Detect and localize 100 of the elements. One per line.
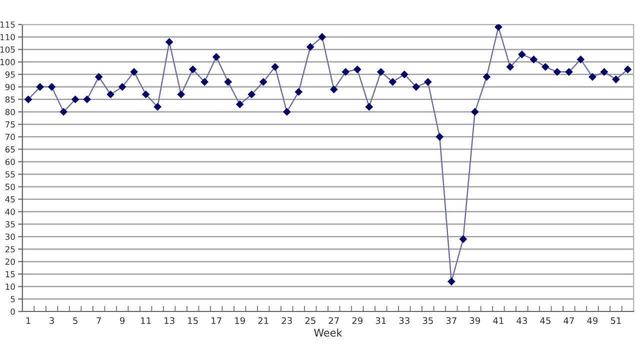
x-tick-label: 35: [422, 317, 433, 324]
x-tick-label: 47: [564, 317, 574, 324]
y-tick-label: 40: [5, 208, 15, 215]
point: [330, 86, 338, 94]
point: [565, 68, 573, 76]
x-tick-label: 13: [164, 317, 174, 324]
point: [36, 83, 44, 91]
point: [212, 53, 220, 61]
y-tick-label: 45: [5, 196, 15, 202]
point: [60, 108, 68, 116]
x-tick-label: 25: [305, 317, 316, 324]
point: [72, 96, 79, 104]
y-tick-label: 25: [5, 246, 15, 252]
y-tick-label: 105: [0, 46, 15, 53]
point: [542, 63, 550, 71]
y-tick-label: 85: [5, 96, 15, 103]
x-tick-label: 15: [188, 317, 198, 324]
y-tick-label: 10: [6, 284, 15, 290]
point: [177, 90, 185, 98]
x-tick-label: 17: [212, 317, 222, 324]
y-tick-label: 115: [0, 22, 15, 28]
point: [436, 133, 444, 140]
point: [554, 68, 561, 76]
y-tick-label: 65: [5, 146, 15, 153]
x-tick-label: 43: [516, 317, 527, 324]
point: [448, 278, 456, 286]
x-axis-title: Week: [314, 328, 342, 337]
point: [424, 78, 432, 86]
point: [260, 78, 267, 86]
x-tick-label: 19: [235, 317, 245, 324]
y-tick-label: 35: [5, 221, 15, 228]
x-tick-label: 49: [587, 317, 598, 324]
point: [130, 68, 138, 76]
point: [518, 50, 526, 58]
y-tick-label: 100: [0, 58, 15, 66]
x-tick-label: 5: [73, 317, 78, 324]
point: [306, 43, 314, 51]
y-tick-label: 30: [5, 234, 15, 240]
point: [624, 66, 632, 74]
point: [154, 103, 162, 110]
point: [494, 24, 502, 31]
point: [95, 73, 102, 81]
y-tick-label: 15: [6, 271, 15, 278]
point: [483, 73, 490, 81]
y-tick-label: 75: [6, 121, 15, 128]
point: [588, 73, 596, 81]
point: [48, 83, 56, 91]
point: [236, 100, 244, 108]
x-tick-label: 21: [258, 317, 268, 324]
point: [83, 96, 91, 104]
y-tick-label: 60: [5, 158, 15, 166]
y-tick-label: 50: [5, 184, 15, 190]
point: [530, 56, 538, 64]
point: [224, 78, 232, 86]
point: [283, 108, 290, 116]
y-tick-label: 95: [5, 71, 15, 78]
y-tick-label: 80: [5, 108, 15, 116]
point: [506, 63, 514, 71]
point: [612, 76, 620, 84]
point: [342, 68, 350, 76]
x-tick-label: 39: [470, 317, 480, 324]
point: [166, 38, 173, 46]
x-tick-label: 51: [610, 317, 621, 324]
point: [271, 63, 279, 71]
x-tick-label: 11: [141, 317, 151, 324]
x-tick-label: 23: [282, 317, 292, 324]
point: [600, 68, 608, 76]
y-tick-label: 90: [5, 84, 15, 90]
point: [318, 33, 326, 41]
point: [377, 68, 385, 76]
x-tick-label: 41: [493, 317, 504, 324]
x-tick-label: 33: [399, 317, 410, 324]
x-tick-label: 3: [50, 317, 54, 324]
x-tick-label: 45: [540, 317, 550, 324]
point: [460, 235, 467, 243]
y-tick-label: 20: [5, 258, 15, 265]
x-tick-label: 37: [446, 317, 456, 324]
point: [471, 108, 479, 116]
point: [577, 56, 584, 64]
x-tick-label: 9: [120, 317, 125, 324]
y-tick-label: 5: [10, 296, 15, 302]
point: [366, 103, 373, 110]
x-tick-label: 27: [328, 317, 339, 324]
y-tick-label: 70: [6, 134, 15, 140]
point: [106, 90, 114, 98]
point: [118, 83, 126, 91]
x-tick-label: 7: [96, 317, 101, 324]
point: [200, 78, 208, 86]
point: [400, 70, 408, 78]
point: [189, 66, 196, 74]
point: [24, 96, 32, 104]
point: [354, 66, 362, 74]
point: [294, 88, 302, 96]
y-tick-label: 0: [10, 308, 15, 315]
x-tick-label: 31: [376, 317, 386, 324]
point: [248, 90, 256, 98]
x-tick-label: 1: [26, 317, 30, 324]
point: [142, 90, 150, 98]
point: [412, 83, 420, 91]
point: [389, 78, 396, 86]
